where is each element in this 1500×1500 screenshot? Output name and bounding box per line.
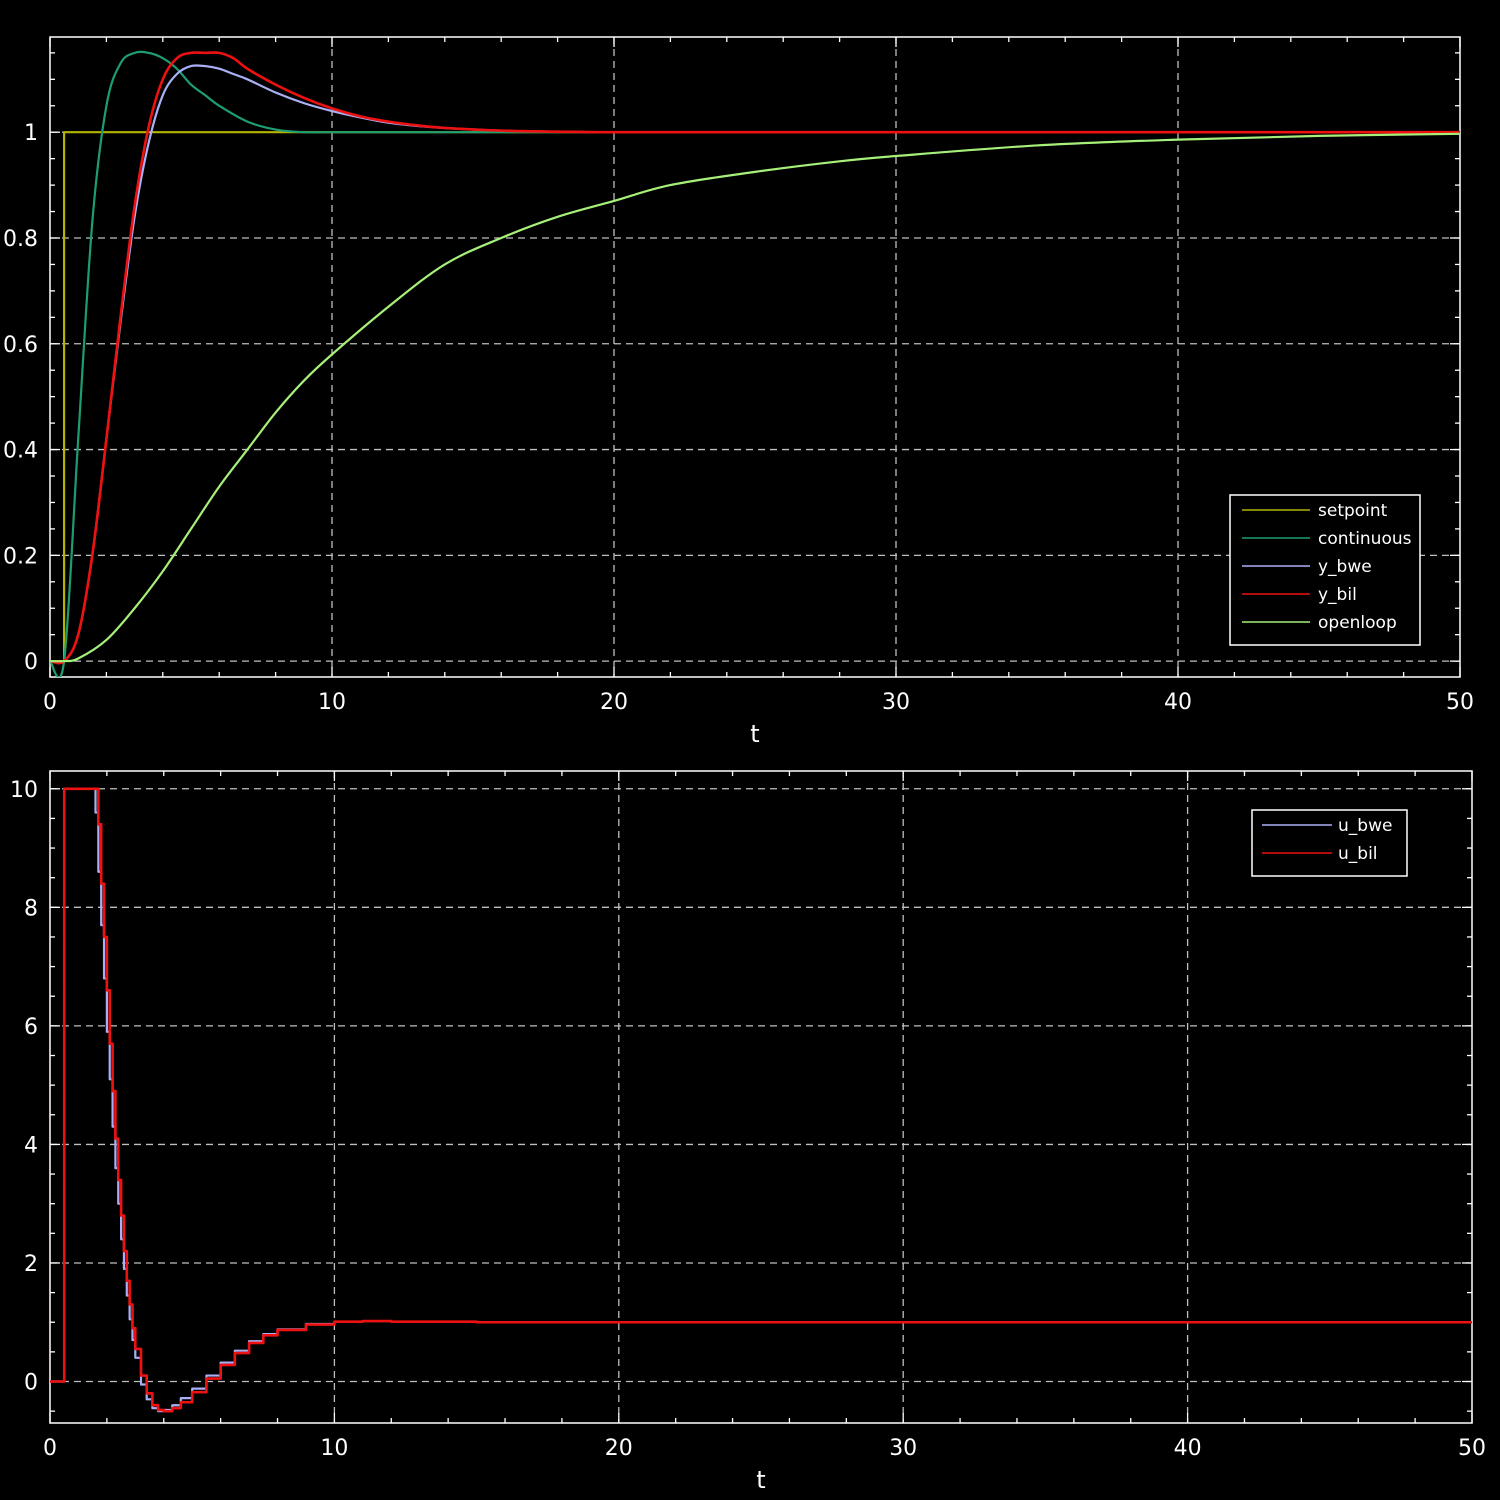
y-tick-label: 1 (24, 121, 38, 146)
legend: u_bwe u_bil (1251, 809, 1408, 877)
ticks (49, 37, 1461, 677)
legend-box (1229, 494, 1421, 646)
series-group (50, 50, 1460, 677)
ticks (49, 771, 1473, 1423)
y-tick-label: 2 (24, 1252, 38, 1277)
x-tick-label: 20 (605, 1436, 633, 1461)
series-line-u_bil (50, 787, 1472, 1413)
plot-frame (49, 36, 1461, 678)
legend: setpoint continuous y_bwe y_bil openloop (1229, 494, 1421, 646)
legend-label-y_bwe: y_bwe (1318, 557, 1372, 577)
y-tick-label: 8 (24, 896, 38, 921)
x-tick-label: 0 (43, 690, 57, 715)
y-tick-label: 0 (24, 1371, 38, 1396)
y-tick-label: 0 (24, 650, 38, 675)
x-tick-label: 40 (1164, 690, 1192, 715)
x-tick-label: 0 (43, 1436, 57, 1461)
x-tick-label: 50 (1458, 1436, 1486, 1461)
x-axis-title: t (756, 1466, 765, 1494)
grid (50, 771, 1472, 1423)
legend-label-u_bil: u_bil (1338, 844, 1378, 864)
x-tick-label: 30 (889, 1436, 917, 1461)
y-tick-label: 10 (10, 778, 38, 803)
y-tick-label: 0.6 (3, 333, 38, 358)
legend-label-y_bil: y_bil (1318, 585, 1357, 605)
y-tick-label: 0.8 (3, 227, 38, 252)
x-tick-label: 50 (1446, 690, 1474, 715)
y-tick-label: 0.2 (3, 544, 38, 569)
legend-label-u_bwe: u_bwe (1338, 816, 1392, 836)
series-line-openloop (50, 132, 1460, 663)
x-tick-label: 40 (1174, 1436, 1202, 1461)
x-tick-label: 10 (320, 1436, 348, 1461)
x-tick-label: 30 (882, 690, 910, 715)
x-tick-label: 20 (600, 690, 628, 715)
legend-label-continuous: continuous (1318, 529, 1412, 549)
chart-1: 0 10 20 30 40 50 0 0.2 0.4 0.6 0.8 1 t setpoint contin… (3, 36, 1474, 748)
series-line-y_bil (50, 51, 1460, 665)
legend-box (1251, 809, 1408, 877)
y-tick-label: 0.4 (3, 439, 38, 464)
y-tick-label: 4 (24, 1133, 38, 1158)
x-axis-title: t (750, 720, 759, 748)
series-group (50, 787, 1472, 1413)
chart-2: 0 10 20 30 40 50 0 2 4 6 8 10 t u_bwe u_bil (10, 770, 1486, 1494)
legend-label-openloop: openloop (1318, 613, 1397, 633)
legend-label-setpoint: setpoint (1318, 501, 1388, 521)
plot-frame (49, 770, 1473, 1424)
y-tick-label: 6 (24, 1015, 38, 1040)
x-tick-label: 10 (318, 690, 346, 715)
